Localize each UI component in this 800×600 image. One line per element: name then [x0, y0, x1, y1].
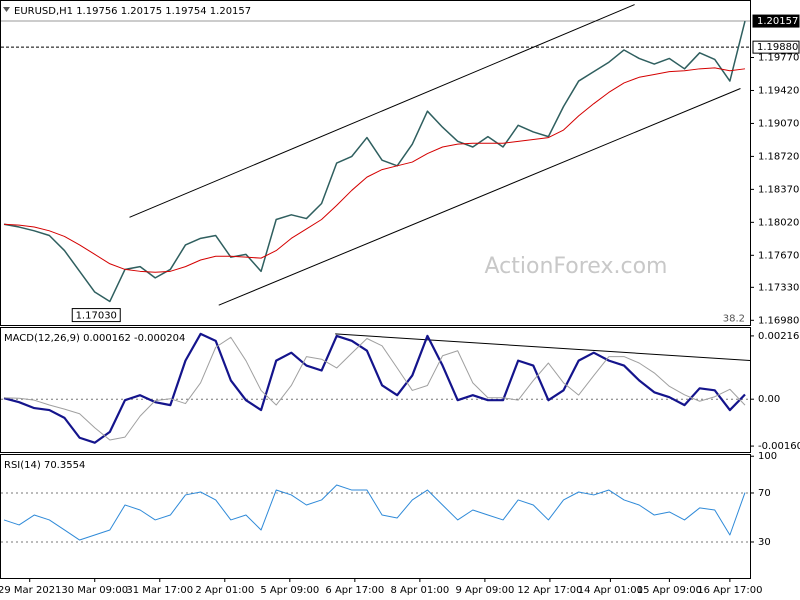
trend-line — [335, 333, 750, 361]
annotation: 38.2 — [723, 313, 745, 324]
panel-frame — [0, 0, 751, 326]
y-tick-label: 100 — [758, 451, 777, 462]
y-tick-label: 1.18020 — [758, 217, 799, 228]
y-tick-label: 30 — [758, 537, 771, 548]
y-tick-label: 1.19770 — [758, 53, 799, 64]
series-line — [3, 332, 746, 444]
price-label: 1.20157 — [757, 16, 798, 27]
x-tick-label: 31 Mar 17:00 — [126, 585, 193, 596]
x-tick-label: 14 Apr 01:00 — [578, 585, 643, 596]
x-tick-label: 2 Apr 01:00 — [195, 585, 254, 596]
y-tick-label: 1.18720 — [758, 151, 799, 162]
y-tick-label: -0.001607 — [758, 441, 800, 452]
y-tick-label: 1.19070 — [758, 118, 799, 129]
series-line — [3, 20, 746, 303]
y-tick-label: 1.19420 — [758, 85, 799, 96]
panel-frame — [0, 454, 751, 579]
y-tick-label: 1.17670 — [758, 250, 799, 261]
x-tick-label: 8 Apr 01:00 — [390, 585, 449, 596]
series-line — [3, 484, 746, 541]
x-tick-label: 16 Apr 17:00 — [697, 585, 762, 596]
x-tick-label: 5 Apr 09:00 — [260, 585, 319, 596]
y-tick-label: 1.18370 — [758, 184, 799, 195]
trend-line — [129, 4, 635, 218]
price-label-box — [752, 14, 800, 28]
y-tick-label: 70 — [758, 488, 771, 499]
panel-frame — [0, 327, 751, 453]
panel-title: RSI(14) 70.3554 — [4, 460, 85, 471]
x-tick-label: 6 Apr 17:00 — [325, 585, 384, 596]
panel-title: EURUSD,H1 1.19756 1.20175 1.19754 1.2015… — [14, 6, 251, 17]
annotation-box — [71, 308, 121, 323]
panel-title: MACD(12,26,9) 0.000162 -0.000204 — [4, 333, 185, 344]
y-tick-label: 0.00 — [758, 394, 780, 405]
title-icon — [3, 7, 10, 12]
price-label-box — [752, 40, 800, 54]
y-tick-label: 0.002169 — [758, 331, 800, 342]
x-tick-label: 15 Apr 09:00 — [637, 585, 702, 596]
x-tick-label: 29 Mar 2021 — [0, 585, 61, 596]
price-label: 1.19880 — [757, 42, 798, 53]
y-tick-label: 1.17330 — [758, 282, 799, 293]
series-line — [3, 336, 746, 441]
x-tick-label: 9 Apr 09:00 — [455, 585, 514, 596]
y-tick-label: 1.16980 — [758, 315, 799, 326]
annotation: 1.17030 — [76, 311, 117, 322]
series-line — [3, 67, 746, 273]
x-tick-label: 12 Apr 17:00 — [517, 585, 582, 596]
x-tick-label: 30 Mar 09:00 — [61, 585, 128, 596]
trend-line — [218, 88, 741, 306]
watermark: ActionForex.com — [485, 254, 668, 279]
